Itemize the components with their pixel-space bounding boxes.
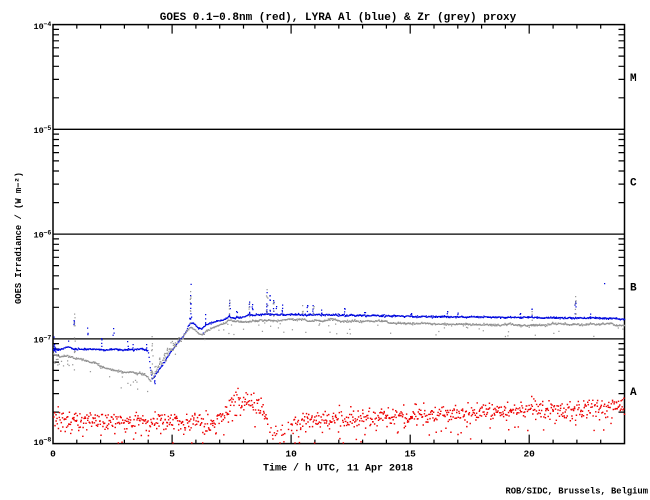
svg-text:−6: −6 [44, 230, 52, 237]
svg-text:−4: −4 [44, 21, 52, 28]
svg-text:−5: −5 [44, 125, 52, 132]
svg-text:−8: −8 [44, 437, 52, 444]
svg-text:B: B [630, 283, 637, 295]
svg-text:GOES 0.1−0.8nm (red), LYRA Al: GOES 0.1−0.8nm (red), LYRA Al (blue) & Z… [160, 12, 517, 24]
svg-text:10: 10 [34, 22, 44, 32]
svg-text:10: 10 [34, 126, 44, 136]
svg-text:ROB/SIDC, Brussels, Belgium: ROB/SIDC, Brussels, Belgium [505, 487, 648, 497]
svg-text:5: 5 [169, 449, 175, 460]
svg-text:0: 0 [50, 449, 56, 460]
svg-text:Time / h UTC, 11 Apr 2018: Time / h UTC, 11 Apr 2018 [263, 463, 413, 475]
svg-text:20: 20 [523, 449, 535, 460]
svg-text:10: 10 [34, 438, 44, 448]
svg-text:C: C [630, 178, 637, 190]
svg-text:−7: −7 [44, 334, 52, 341]
svg-text:10: 10 [34, 336, 44, 346]
svg-text:15: 15 [404, 449, 416, 460]
svg-text:10: 10 [285, 449, 297, 460]
svg-text:A: A [630, 387, 637, 399]
svg-text:10: 10 [34, 231, 44, 241]
svg-text:M: M [630, 73, 637, 85]
svg-text:GOES Irradiance / (W m−²): GOES Irradiance / (W m−²) [14, 172, 24, 304]
